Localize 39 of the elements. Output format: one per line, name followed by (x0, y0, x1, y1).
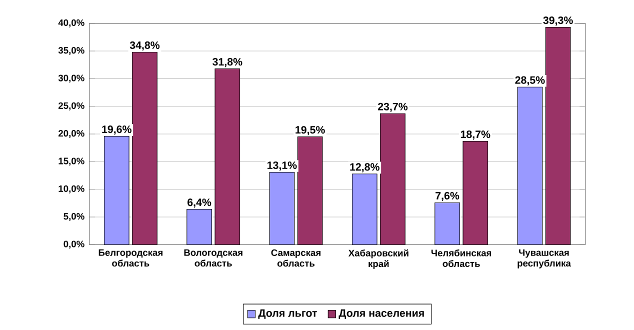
x-tick-label: Чувашская республика (518, 249, 571, 268)
legend-label: Доля населения (338, 309, 424, 319)
x-tick-label: Белгородская область (98, 249, 162, 267)
bar (104, 136, 130, 245)
bar (269, 172, 295, 245)
data-label: 39,3% (543, 16, 573, 26)
y-tick-label: 40,0% (58, 19, 84, 28)
y-tick-label: 25,0% (58, 102, 84, 110)
data-label: 19,5% (296, 126, 325, 136)
y-tick-label: 0,0% (64, 240, 84, 249)
data-label: 31,8% (212, 58, 242, 68)
y-tick-label: 15,0% (58, 158, 84, 166)
data-label: 6,4% (188, 198, 212, 208)
bar (186, 208, 212, 245)
data-label: 23,7% (378, 102, 408, 112)
x-tick-label: Челябинская область (431, 249, 492, 267)
y-tick-label: 35,0% (58, 47, 84, 55)
y-tick-label: 5,0% (64, 213, 84, 221)
x-tick-label: Самарская область (271, 249, 320, 267)
data-label: 28,5% (515, 76, 545, 86)
y-tick-label: 20,0% (58, 130, 84, 138)
y-tick-label: 10,0% (58, 185, 84, 194)
x-tick-label: Вологодская область (184, 249, 242, 267)
x-tick-label: Хабаровский край (348, 249, 408, 269)
bar (132, 52, 158, 245)
bar (297, 136, 323, 245)
data-label: 13,1% (267, 161, 297, 171)
data-label: 18,7% (460, 130, 490, 140)
data-label: 19,6% (102, 126, 132, 135)
legend-label: Доля льгот (258, 309, 317, 319)
y-tick-label: 30,0% (58, 74, 84, 83)
data-label: 34,8% (130, 41, 160, 51)
bar (434, 202, 460, 245)
data-label: 7,6% (436, 192, 460, 202)
bar (352, 174, 378, 245)
bar (214, 68, 240, 245)
bar (517, 86, 543, 245)
data-label: 12,8% (350, 163, 380, 172)
bar (545, 26, 571, 245)
